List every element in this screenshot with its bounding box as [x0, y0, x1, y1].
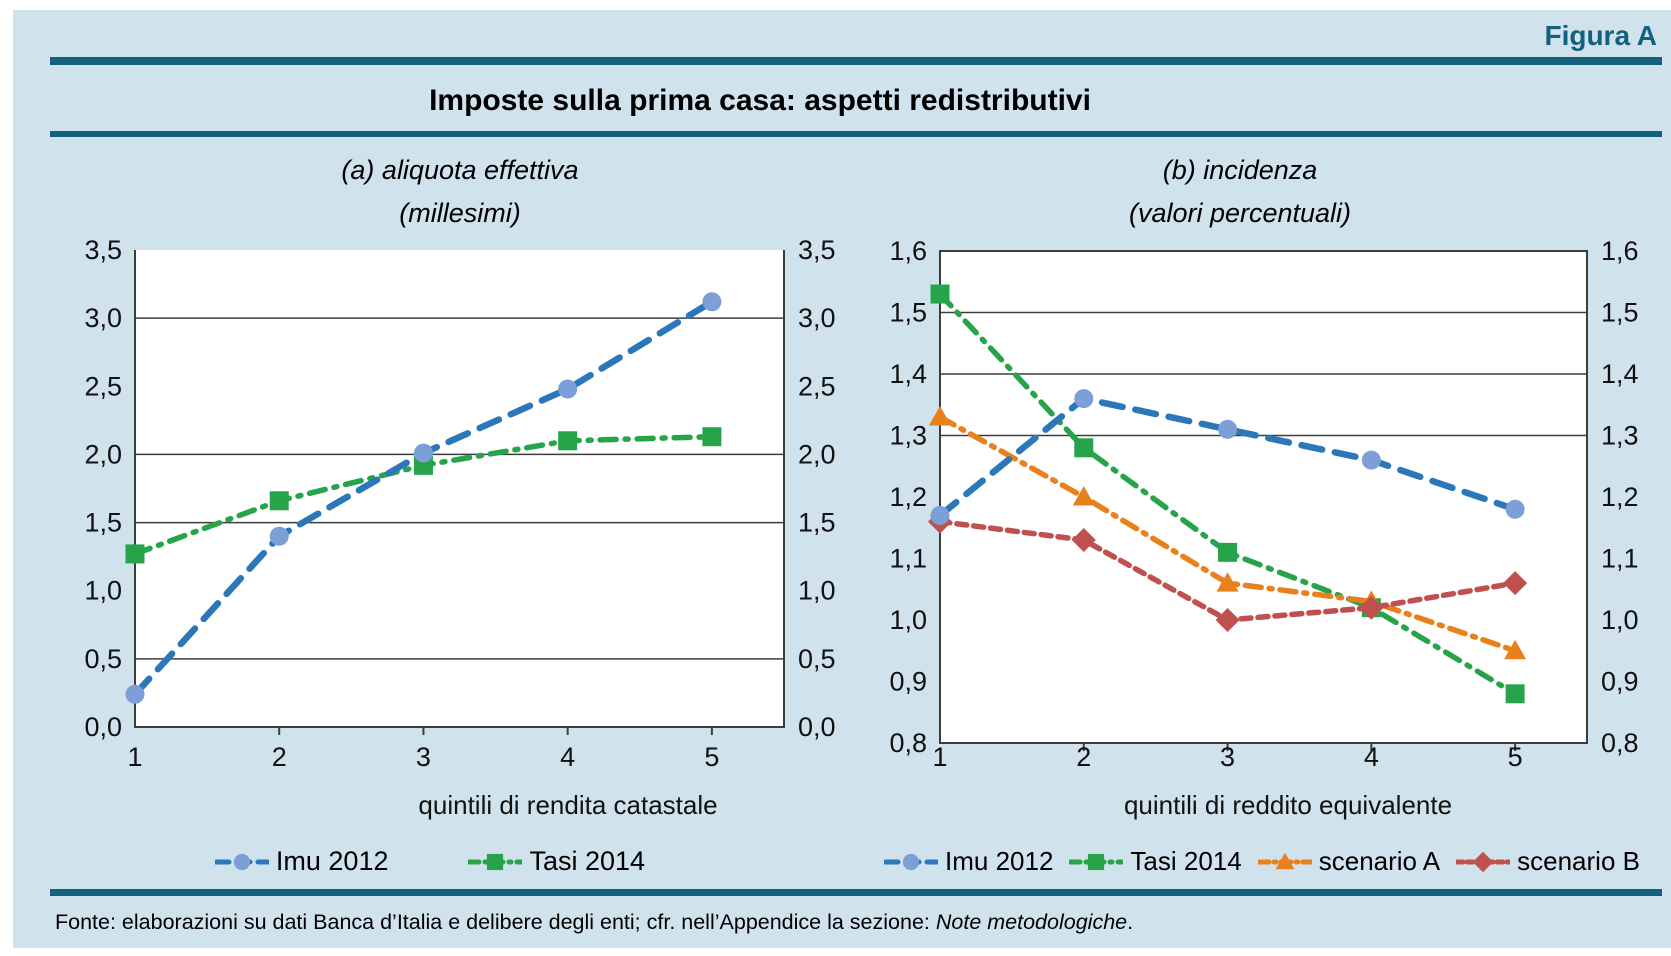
svg-text:4: 4: [560, 742, 575, 772]
triangle-series-swatch-icon: [1257, 852, 1312, 869]
svg-text:3,0: 3,0: [798, 303, 836, 333]
source-note-text: Fonte: elaborazioni su dati Banca d’Ital…: [55, 910, 936, 934]
svg-text:3,5: 3,5: [84, 235, 122, 265]
svg-text:0,8: 0,8: [889, 728, 927, 758]
legend-label: scenario B: [1517, 846, 1640, 876]
svg-text:3,0: 3,0: [84, 303, 122, 333]
panel-b-title-line: (b) incidenza: [1162, 155, 1318, 185]
svg-text:1,5: 1,5: [889, 298, 927, 328]
svg-text:2,5: 2,5: [798, 371, 836, 401]
svg-text:0,9: 0,9: [889, 667, 927, 697]
legend-item: Tasi 2014: [468, 846, 645, 877]
svg-text:2: 2: [272, 742, 287, 772]
svg-text:1,6: 1,6: [889, 236, 927, 266]
legend-item: Imu 2012: [884, 846, 1053, 877]
legend-panel-b: Imu 2012 Tasi 2014 scenario A scenario B: [858, 846, 1666, 877]
legend-label: scenario A: [1318, 846, 1441, 876]
panel-a-title-line: (a) aliquota effettiva: [341, 155, 579, 185]
legend-label: Imu 2012: [945, 846, 1054, 876]
svg-text:1,0: 1,0: [84, 576, 122, 606]
svg-text:1,5: 1,5: [1601, 298, 1639, 328]
figure-tag: Figura A: [1544, 20, 1657, 51]
svg-text:1,1: 1,1: [889, 544, 927, 574]
title-rule: [50, 131, 1662, 137]
svg-text:1,3: 1,3: [889, 421, 927, 451]
svg-text:1,3: 1,3: [1601, 421, 1639, 451]
svg-text:2,0: 2,0: [798, 439, 836, 469]
svg-text:3: 3: [416, 742, 431, 772]
chart-panel-a: 0,0 0,0 0,5 0,5 1,0 1,0 1,5 1,5 2,0 2,0 2,5 2,5 3,0 3…: [84, 235, 836, 820]
diamond-series-swatch-icon: [1456, 851, 1511, 872]
chart-panel-b: 0,8 0,8 0,9 0,9 1,0 1,0 1,1 1,1 1,2 1,2 1,3 1,3 1,4 1…: [889, 236, 1639, 820]
panel-a-title: (a) aliquota effettiva (millesimi): [135, 149, 785, 235]
svg-text:1,6: 1,6: [1601, 236, 1639, 266]
panel-b-title: (b) incidenza (valori percentuali): [940, 149, 1540, 235]
top-rule: [50, 57, 1662, 65]
svg-text:5: 5: [704, 742, 719, 772]
legend-item: Tasi 2014: [1069, 846, 1242, 877]
svg-text:2,0: 2,0: [84, 439, 122, 469]
svg-text:2: 2: [1076, 742, 1091, 772]
svg-text:0,5: 0,5: [84, 644, 122, 674]
panel-a-subtitle: (millesimi): [399, 198, 521, 228]
legend-label: Tasi 2014: [529, 846, 646, 876]
svg-text:quintili di reddito equivalent: quintili di reddito equivalente: [1124, 790, 1452, 820]
svg-text:1,0: 1,0: [798, 576, 836, 606]
svg-text:0,9: 0,9: [1601, 667, 1639, 697]
svg-text:1,4: 1,4: [889, 359, 927, 389]
svg-text:3,5: 3,5: [798, 235, 836, 265]
source-note: Fonte: elaborazioni su dati Banca d’Ital…: [55, 910, 1133, 935]
svg-text:2,5: 2,5: [84, 371, 122, 401]
svg-text:1,5: 1,5: [84, 508, 122, 538]
legend-item: scenario B: [1456, 846, 1640, 877]
svg-text:1,5: 1,5: [798, 508, 836, 538]
svg-text:3: 3: [1220, 742, 1235, 772]
svg-text:1,4: 1,4: [1601, 359, 1639, 389]
svg-text:5: 5: [1508, 742, 1523, 772]
bottom-rule: [50, 889, 1662, 896]
svg-text:4: 4: [1364, 742, 1379, 772]
source-note-italic: Note metodologiche: [935, 910, 1128, 934]
svg-text:1,1: 1,1: [1601, 544, 1639, 574]
panel-b-subtitle: (valori percentuali): [1128, 198, 1352, 228]
svg-text:0,5: 0,5: [798, 644, 836, 674]
source-note-period: .: [1127, 910, 1134, 934]
svg-text:1: 1: [127, 742, 142, 772]
svg-text:quintili di rendita catastale: quintili di rendita catastale: [418, 790, 717, 820]
legend-label: Tasi 2014: [1130, 846, 1242, 876]
svg-text:1,2: 1,2: [889, 482, 927, 512]
square-series-swatch-icon: [1069, 853, 1124, 870]
figure-title: Imposte sulla prima casa: aspetti redist…: [429, 84, 1091, 117]
square-series-swatch-icon: [468, 853, 523, 870]
legend-item: scenario A: [1257, 846, 1441, 877]
legend-panel-a: Imu 2012 Tasi 2014: [110, 846, 750, 877]
svg-text:0,0: 0,0: [84, 712, 122, 742]
svg-text:0,0: 0,0: [798, 712, 836, 742]
circle-series-swatch-icon: [214, 853, 269, 870]
svg-text:1: 1: [932, 742, 947, 772]
legend-item: Imu 2012: [214, 846, 389, 877]
svg-text:1,2: 1,2: [1601, 482, 1639, 512]
svg-text:1,0: 1,0: [889, 605, 927, 635]
svg-text:0,8: 0,8: [1601, 728, 1639, 758]
legend-label: Imu 2012: [275, 846, 389, 876]
svg-text:1,0: 1,0: [1601, 605, 1639, 635]
circle-series-swatch-icon: [884, 853, 939, 870]
